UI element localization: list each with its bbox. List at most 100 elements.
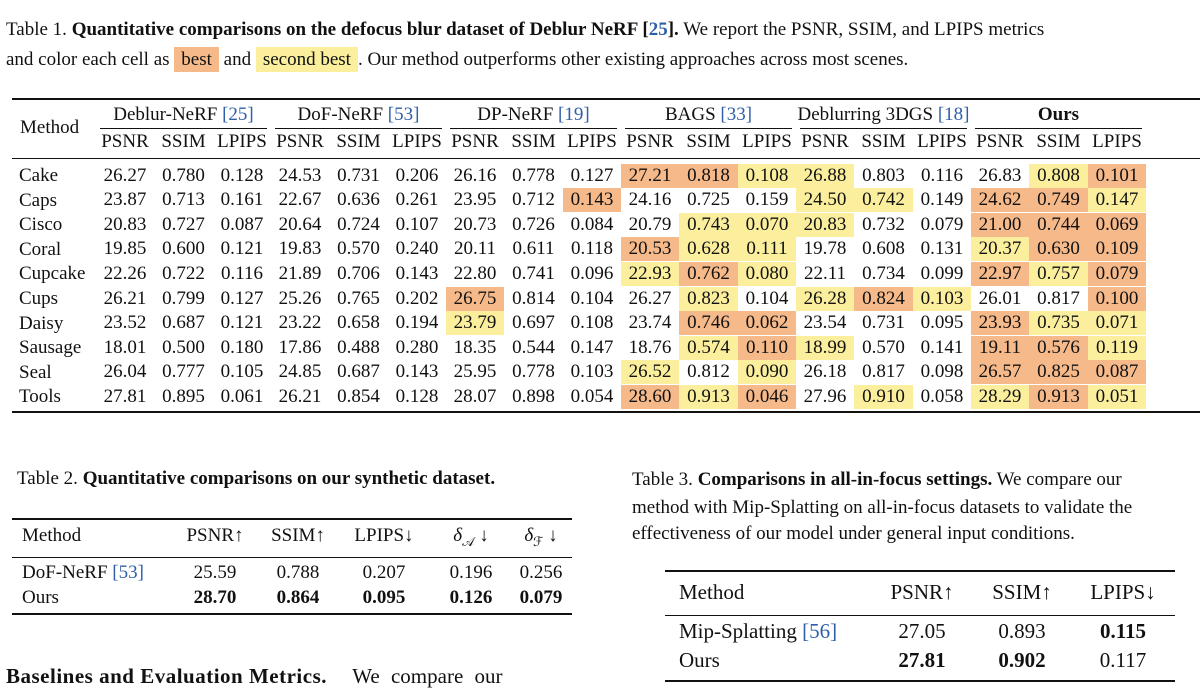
table1-row-label: Cake (19, 165, 59, 186)
table1-cell: 27.81 (103, 385, 147, 407)
table1-header-rule (12, 158, 1200, 159)
table1-cell: 0.778 (512, 164, 555, 186)
table3-header-rule (665, 615, 1175, 616)
table1-cell: 26.01 (978, 287, 1022, 309)
table1-cell: 0.143 (395, 262, 439, 284)
table1-subheader-psnr: PSNR (801, 131, 849, 152)
table1-cell: 0.913 (1029, 384, 1088, 409)
table1-subheader-ssim: SSIM (1036, 131, 1081, 152)
table1-caption-cite[interactable]: 25 (648, 19, 668, 40)
table3-cell: 0.902 (998, 648, 1046, 672)
table1-method-cite[interactable]: [18] (937, 104, 970, 125)
table1-method-cite[interactable]: [19] (558, 104, 590, 125)
table3-cell: 0.115 (1099, 619, 1147, 643)
table1-cell: 0.706 (337, 262, 380, 284)
table1-cell: 28.07 (453, 385, 497, 407)
table2-cell: 0.126 (449, 587, 493, 608)
table1-method-name: DoF-NeRF (297, 104, 384, 125)
table1-cell: 0.697 (512, 312, 555, 334)
table1-row-label: Cups (19, 288, 59, 309)
table2-caption: Table 2. Quantitative comparisons on our… (17, 465, 495, 493)
table1-cell: 26.21 (103, 287, 147, 309)
table1-cell: 19.83 (278, 238, 322, 260)
table1-cell: 0.079 (1088, 261, 1146, 286)
table1-cell: 0.727 (162, 213, 205, 235)
table1-cell: 0.628 (679, 237, 738, 262)
table1-group-4: BAGS [33] (621, 104, 796, 126)
table2-method-cite[interactable]: [53] (112, 562, 144, 583)
table1-cell: 0.500 (162, 336, 205, 358)
table1-cell: 22.26 (103, 262, 147, 284)
table1-caption-rest: We report the PSNR, SSIM, and LPIPS metr… (683, 19, 1045, 40)
table1-cell: 0.058 (920, 385, 964, 407)
table3-cell: 27.81 (898, 648, 946, 672)
table1-cell: 0.734 (862, 262, 905, 284)
table1-subheader-lpips: LPIPS (742, 131, 792, 152)
table2-top-rule (12, 518, 572, 520)
table1-method-cite[interactable]: [33] (720, 104, 753, 125)
table1-cell: 0.101 (1088, 163, 1146, 188)
table1-cell: 0.128 (220, 164, 264, 186)
table1-method-name: DP-NeRF (477, 104, 554, 125)
table1-cell: 0.069 (1088, 212, 1146, 237)
table2-row-method: Ours (22, 587, 59, 609)
table1-cell: 0.818 (679, 163, 738, 188)
table1-method-name: Deblurring 3DGS (797, 104, 934, 125)
table1-cell: 0.261 (395, 189, 439, 211)
table1-cell: 22.11 (803, 262, 847, 284)
table1-cell: 18.99 (796, 335, 854, 360)
table1-cell: 0.724 (337, 213, 380, 235)
table1-cell: 0.570 (862, 336, 905, 358)
table1-cell: 0.105 (220, 361, 264, 383)
table1-cell: 20.53 (621, 237, 679, 262)
table1-cell: 26.28 (796, 286, 854, 311)
table1-cell: 0.742 (854, 188, 913, 213)
table1-cell: 0.080 (738, 261, 796, 286)
table1-cell: 0.087 (220, 213, 264, 235)
table1-subheader-lpips: LPIPS (917, 131, 967, 152)
table1-top-rule (12, 98, 1200, 100)
table3: Method PSNR↑ SSIM↑ LPIPS↓ Mip-Splatting … (665, 570, 1175, 683)
table1-method-cite[interactable]: [25] (222, 104, 254, 125)
table1-cell: 0.488 (337, 336, 380, 358)
table1-subheader-psnr: PSNR (101, 131, 149, 152)
table1-subheader-ssim: SSIM (511, 131, 556, 152)
table1-cell: 0.061 (220, 385, 264, 407)
table1-row-label: Caps (19, 189, 57, 211)
table1-cell: 0.658 (337, 312, 380, 334)
table1-cell: 0.799 (162, 287, 205, 309)
table1-subheader-ssim: SSIM (686, 131, 731, 152)
table1-subheader-ssim: SSIM (336, 131, 381, 152)
table1-cell: 19.85 (103, 238, 147, 260)
table1-cell: 23.79 (446, 311, 504, 336)
table1-row-label: Seal (19, 361, 52, 383)
table3-method-cite[interactable]: [56] (802, 619, 838, 643)
table3-cell: 0.117 (1099, 648, 1147, 672)
table2-caption-title: Quantitative comparisons on our syntheti… (82, 468, 496, 489)
table1-cell: 0.765 (337, 287, 380, 309)
table1-method-name: Ours (1037, 104, 1080, 125)
table1-cell: 23.87 (103, 189, 147, 211)
table1-row-label: Tools (19, 386, 61, 408)
table1-method-cite[interactable]: [53] (387, 104, 420, 125)
table1-cell: 0.713 (162, 189, 205, 211)
table1-cell: 0.108 (738, 163, 796, 188)
table2-cell: 28.70 (193, 587, 237, 608)
table1-cell: 26.52 (621, 360, 679, 385)
table1-cell: 0.746 (679, 311, 738, 336)
table1-cell: 0.823 (679, 286, 738, 311)
table2-header-delta-a: δ𝒜 ↓ (453, 525, 489, 549)
table1-cell: 0.735 (1029, 311, 1088, 336)
table1-bottom-rule (12, 411, 1200, 413)
table1-cell: 0.913 (679, 384, 738, 409)
table1-cell: 0.712 (512, 189, 555, 211)
table1-cell: 0.108 (570, 312, 614, 334)
table1-cell: 0.109 (1088, 237, 1146, 262)
table1-cell: 24.16 (628, 189, 672, 211)
table1-cell: 0.726 (512, 213, 555, 235)
table1-cell: 0.898 (512, 385, 555, 407)
table2-header-psnr: PSNR↑ (186, 525, 244, 546)
table1-group-underline (800, 128, 967, 129)
table1-cell: 0.825 (1029, 360, 1088, 385)
table2-cell: 0.207 (362, 562, 406, 583)
